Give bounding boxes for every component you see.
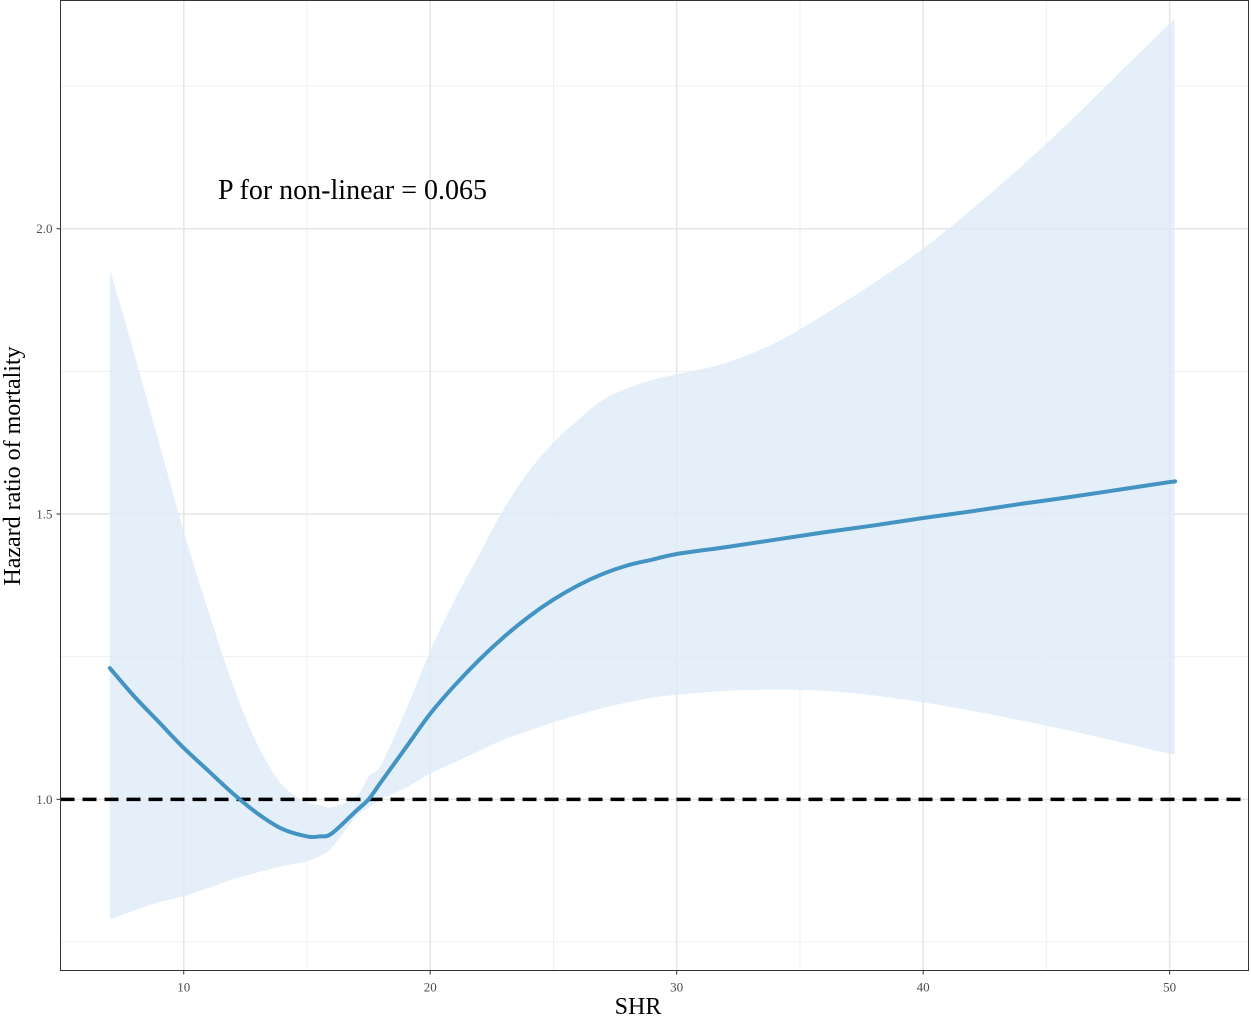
x-tick-label: 20 xyxy=(424,980,437,995)
y-tick-label: 1.0 xyxy=(36,792,52,807)
x-tick-label: 40 xyxy=(917,980,930,995)
y-tick-label: 2.0 xyxy=(36,221,52,236)
x-axis-title: SHR xyxy=(615,994,662,1017)
x-tick-label: 50 xyxy=(1163,980,1176,995)
confidence-band xyxy=(109,17,1176,920)
x-tick-label: 10 xyxy=(177,980,190,995)
y-tick-label: 1.5 xyxy=(36,507,52,522)
band-layer xyxy=(109,17,1176,920)
plot-border xyxy=(60,0,1249,971)
chart-annotation: P for non-linear = 0.065 xyxy=(218,175,487,206)
series-line xyxy=(107,479,1178,840)
x-tick-label: 30 xyxy=(670,980,683,995)
tick-layer: 10 20 30 40 50 1.0 1.5 2.0 xyxy=(36,221,1176,994)
y-axis-title: Hazard ratio of mortality xyxy=(0,346,26,585)
line-layer xyxy=(107,479,1178,840)
